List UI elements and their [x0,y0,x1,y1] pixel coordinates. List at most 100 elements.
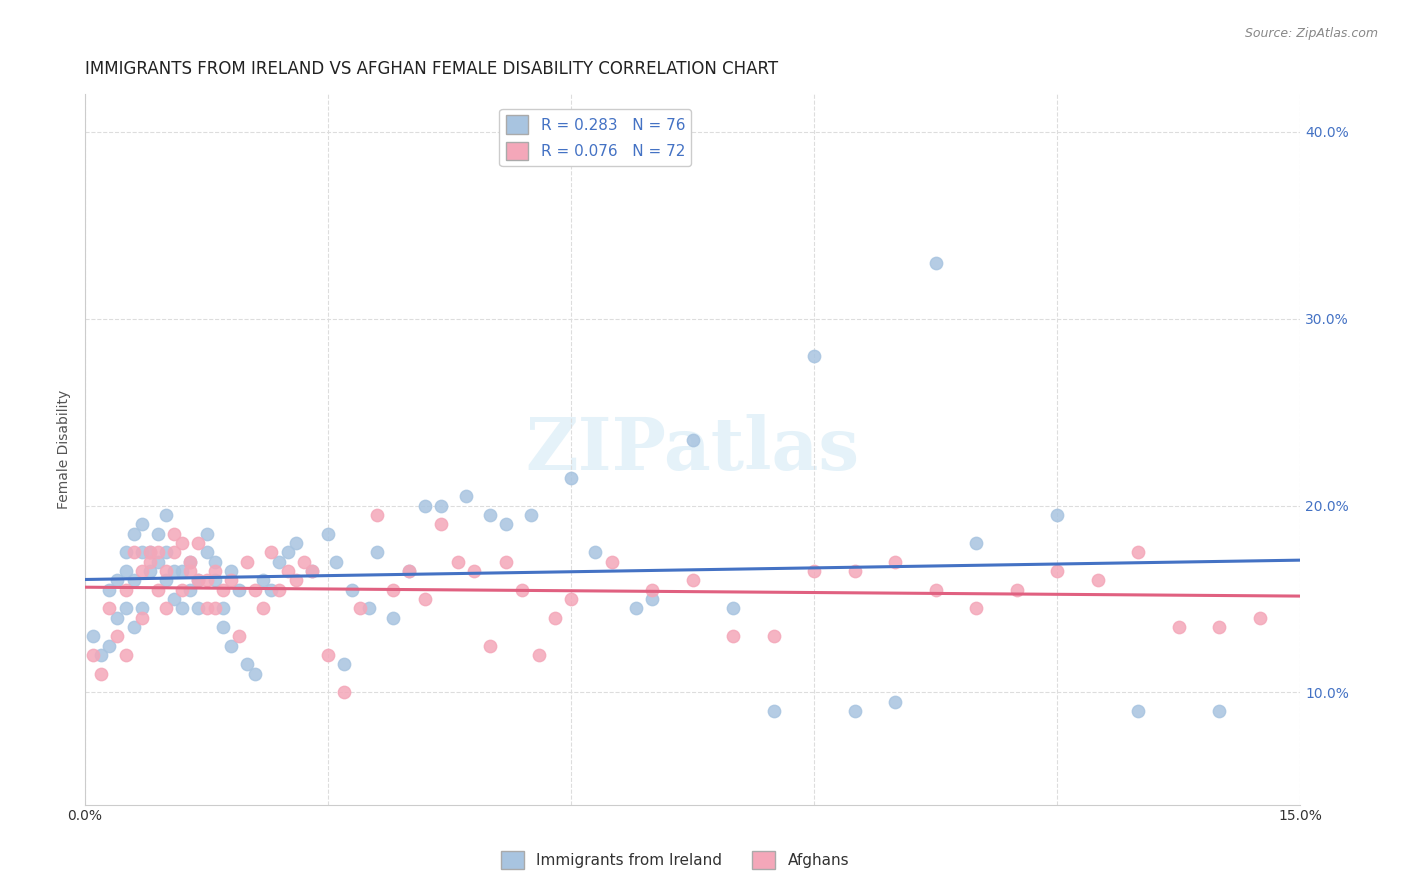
Point [204,601,226,615]
Point [495,555,517,569]
Point [284,536,307,550]
Point [447,555,470,569]
Point [187,574,209,588]
Point [544,611,567,625]
Point [844,704,866,718]
Point [1046,508,1069,522]
Point [122,574,145,588]
Point [721,629,744,643]
Point [560,470,582,484]
Point [163,526,186,541]
Point [107,629,129,643]
Point [600,555,623,569]
Point [122,545,145,559]
Point [219,574,242,588]
Point [172,536,194,550]
Point [641,592,664,607]
Point [139,545,162,559]
Point [316,648,339,662]
Point [187,601,209,615]
Point [114,564,136,578]
Point [146,555,169,569]
Point [155,574,177,588]
Point [155,545,177,559]
Text: Source: ZipAtlas.com: Source: ZipAtlas.com [1244,27,1378,40]
Point [155,564,177,578]
Point [146,582,169,597]
Point [90,666,112,681]
Point [342,582,364,597]
Point [228,629,250,643]
Point [316,526,339,541]
Text: IMMIGRANTS FROM IRELAND VS AFGHAN FEMALE DISABILITY CORRELATION CHART: IMMIGRANTS FROM IRELAND VS AFGHAN FEMALE… [86,60,778,78]
Point [1126,704,1149,718]
Point [527,648,550,662]
Point [219,639,242,653]
Point [381,611,404,625]
Point [682,574,704,588]
Point [131,545,153,559]
Point [413,592,436,607]
Point [803,564,825,578]
Legend: R = 0.283   N = 76, R = 0.076   N = 72: R = 0.283 N = 76, R = 0.076 N = 72 [499,109,692,166]
Point [219,564,242,578]
Point [195,574,218,588]
Point [965,601,987,615]
Point [107,611,129,625]
Point [260,545,283,559]
Point [292,555,315,569]
Point [762,704,785,718]
Point [179,555,201,569]
Point [228,582,250,597]
Point [381,582,404,597]
Point [139,564,162,578]
Point [146,545,169,559]
Point [1208,704,1230,718]
Point [252,601,274,615]
Point [122,620,145,634]
Point [163,592,186,607]
Point [195,526,218,541]
Point [333,685,356,699]
Point [430,499,453,513]
Point [179,582,201,597]
Point [172,582,194,597]
Point [163,564,186,578]
Point [1167,620,1189,634]
Point [243,582,266,597]
Point [98,601,121,615]
Point [204,564,226,578]
Point [284,574,307,588]
Point [803,349,825,363]
Point [155,601,177,615]
Point [243,666,266,681]
Point [366,508,388,522]
Point [187,536,209,550]
Point [479,508,502,522]
Point [131,517,153,532]
Point [1208,620,1230,634]
Point [924,582,946,597]
Point [195,601,218,615]
Point [211,582,233,597]
Point [1046,564,1069,578]
Point [349,601,371,615]
Point [252,574,274,588]
Point [107,574,129,588]
Point [82,629,104,643]
Point [463,564,485,578]
Point [512,582,534,597]
Point [333,657,356,672]
Point [114,545,136,559]
Point [163,545,186,559]
Point [236,555,259,569]
Point [122,526,145,541]
Point [131,611,153,625]
Point [269,555,291,569]
Point [884,695,907,709]
Point [90,648,112,662]
Point [965,536,987,550]
Point [560,592,582,607]
Point [269,582,291,597]
Text: ZIPatlas: ZIPatlas [526,414,859,485]
